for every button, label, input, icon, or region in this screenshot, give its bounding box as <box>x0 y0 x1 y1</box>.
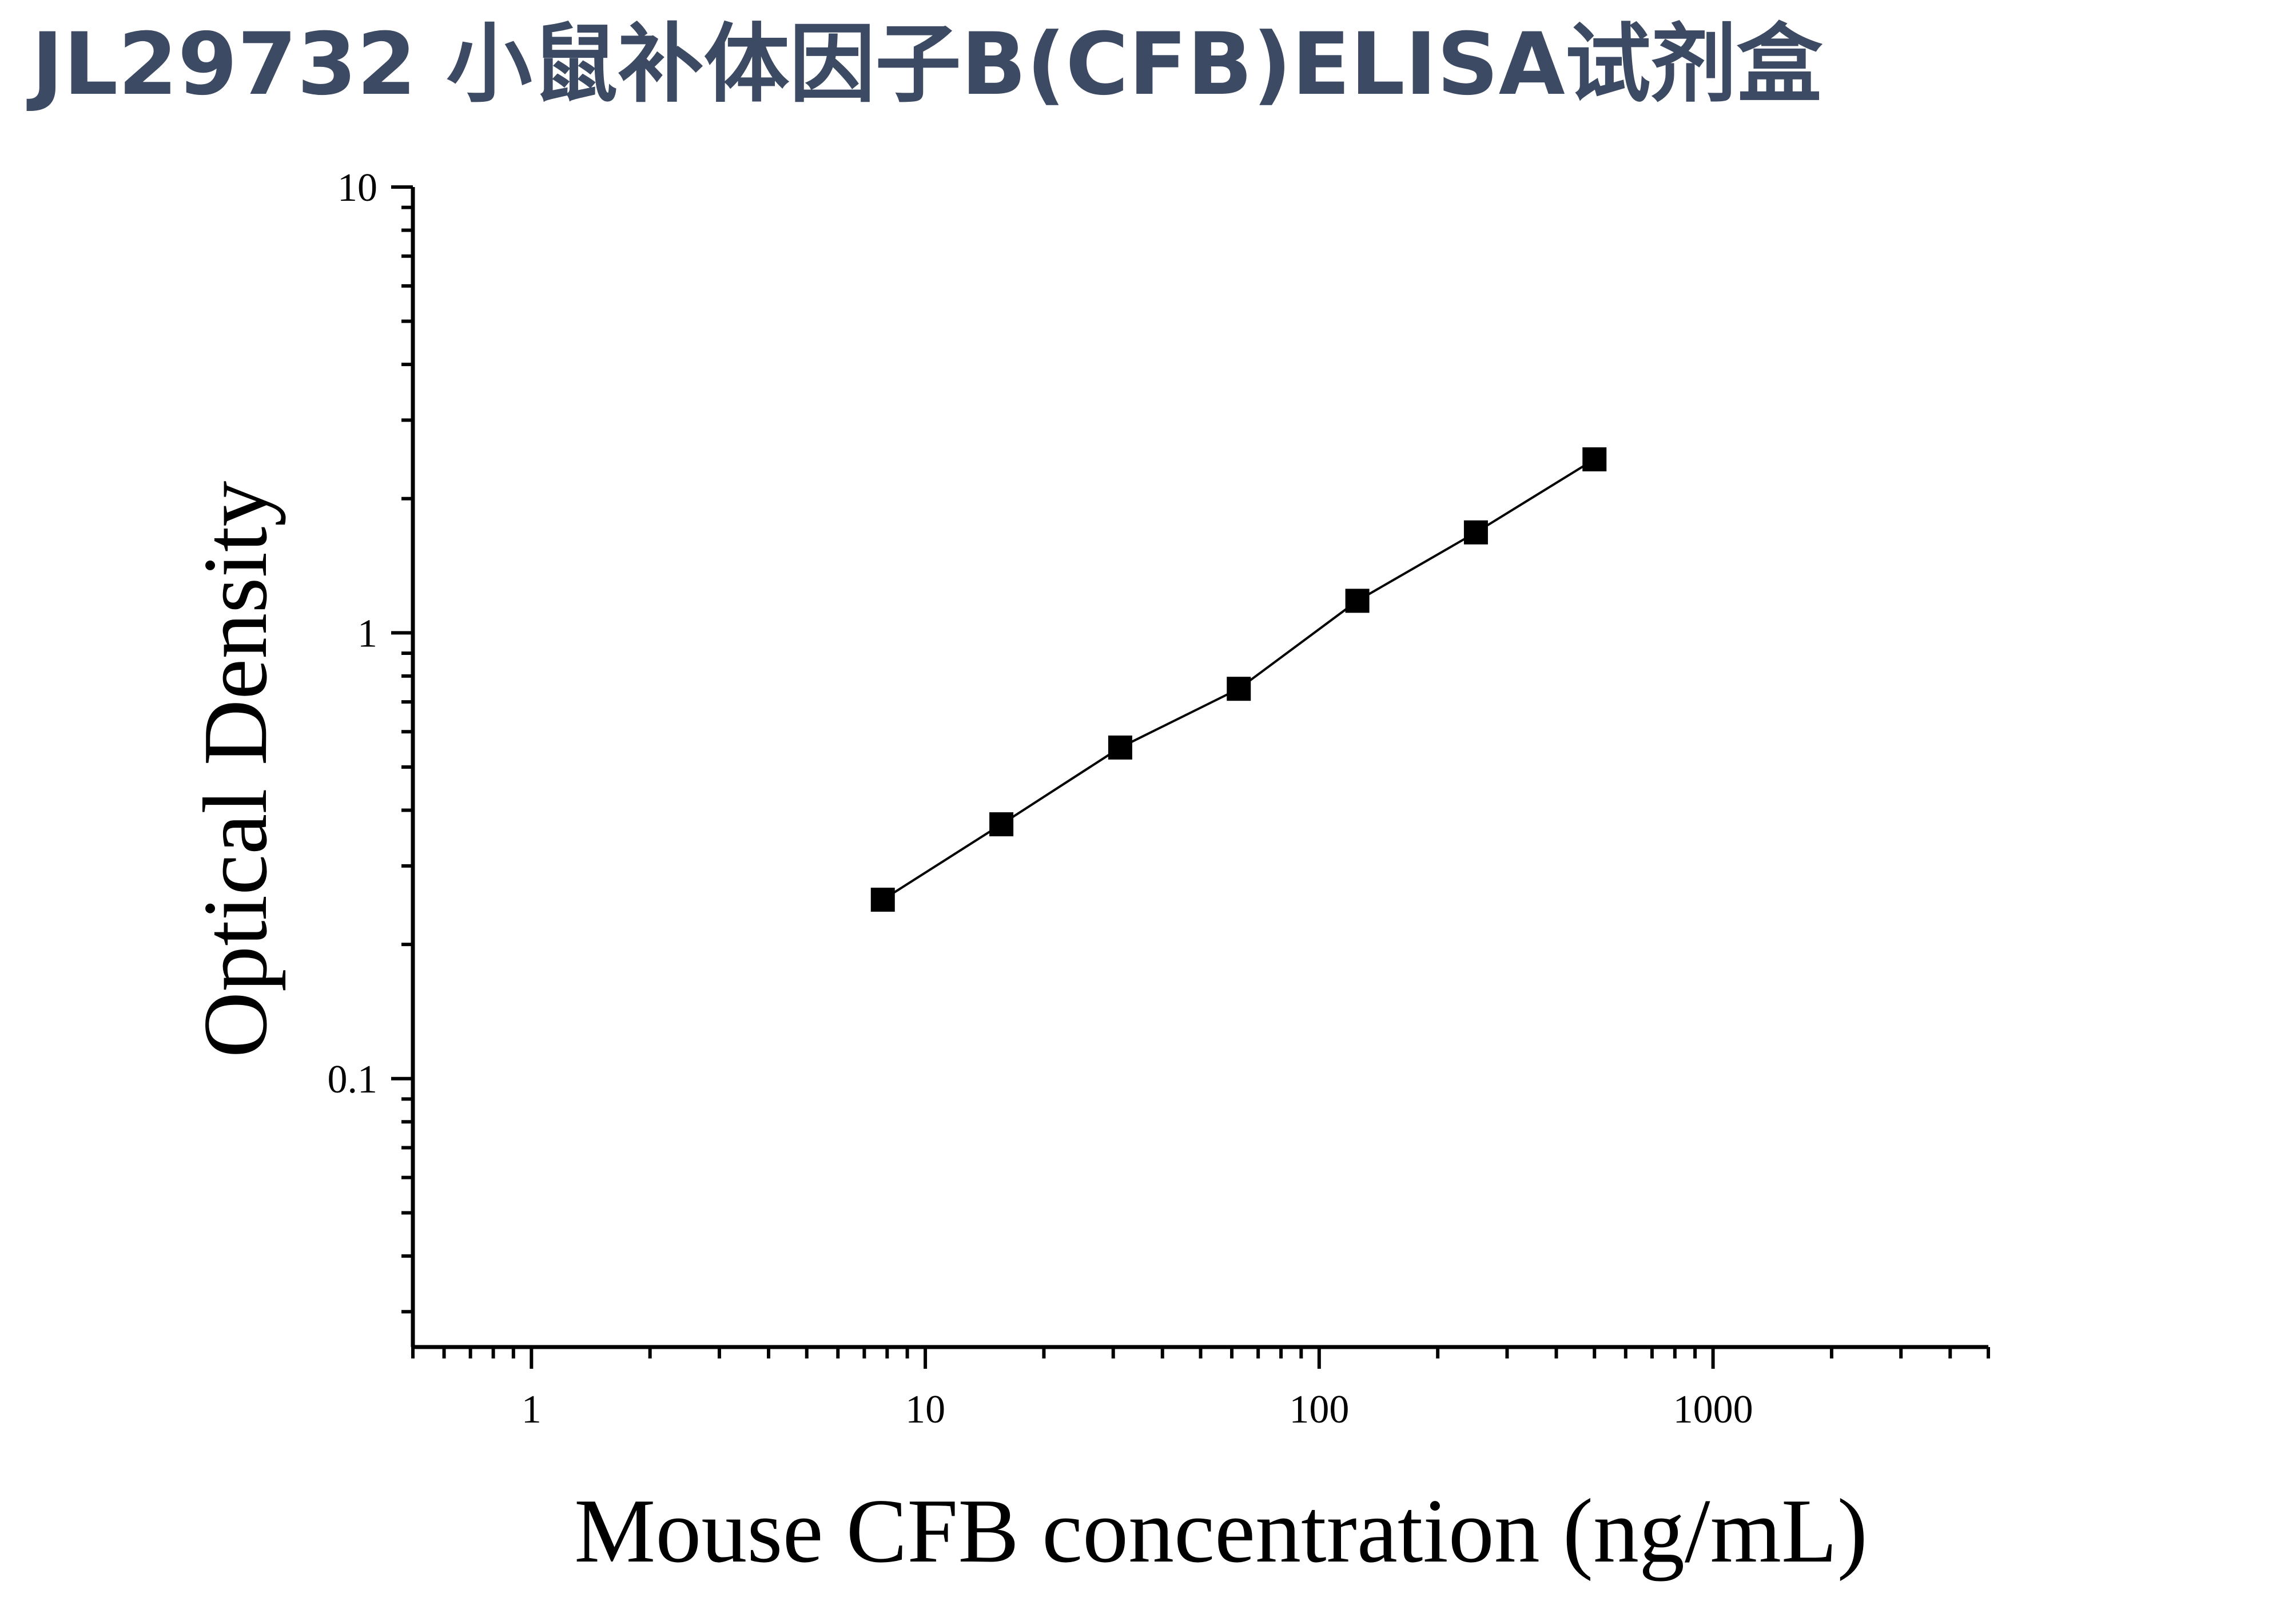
axes <box>411 187 1988 1349</box>
x-tick-label: 1000 <box>1673 1388 1753 1432</box>
data-point <box>1227 677 1251 701</box>
chart-title: JL29732 小鼠补体因子B(CFB)ELISA试剂盒 <box>31 15 1823 114</box>
y-tick-label: 1 <box>357 611 377 655</box>
y-axis-ticks: 0.1 1 10 <box>328 166 413 1314</box>
x-tick-label: 10 <box>905 1388 945 1432</box>
data-point <box>1463 520 1488 545</box>
data-point <box>989 812 1014 837</box>
data-point <box>1345 589 1370 613</box>
y-axis-label: Optical Density <box>184 481 286 1058</box>
x-axis-label: Mouse CFB concentration (ng/mL) <box>574 1480 1868 1582</box>
y-tick-label: 10 <box>337 166 377 210</box>
x-tick-label: 100 <box>1289 1388 1349 1432</box>
data-point <box>1582 447 1607 472</box>
y-tick-label: 0.1 <box>328 1058 378 1102</box>
x-axis-ticks: 1 10 100 1000 <box>411 1347 1990 1432</box>
data-points <box>870 447 1607 912</box>
data-point <box>1108 735 1132 760</box>
data-point <box>870 887 895 912</box>
x-tick-label: 1 <box>522 1388 542 1432</box>
